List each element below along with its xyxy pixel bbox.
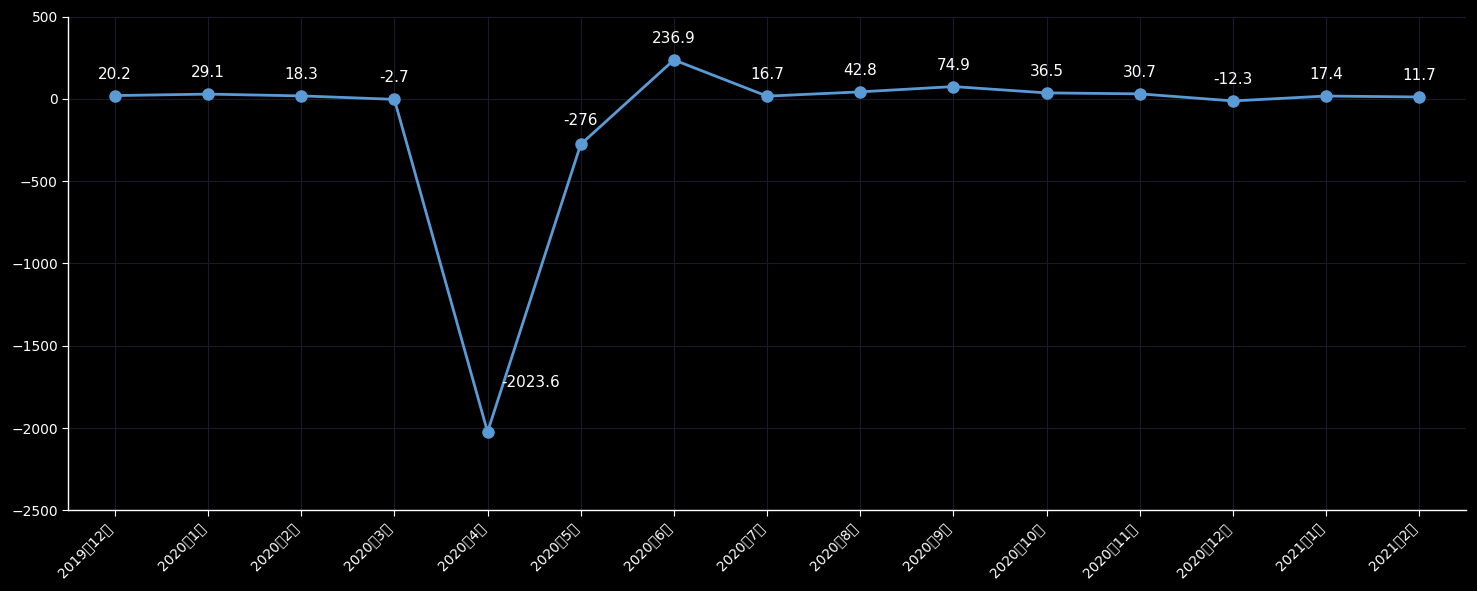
Text: 29.1: 29.1 xyxy=(191,65,225,80)
Point xyxy=(476,427,499,437)
Point xyxy=(662,55,685,64)
Text: -276: -276 xyxy=(564,113,598,128)
Text: 236.9: 236.9 xyxy=(651,31,696,46)
Point xyxy=(1128,89,1152,99)
Text: 42.8: 42.8 xyxy=(843,63,877,78)
Text: 30.7: 30.7 xyxy=(1123,65,1156,80)
Text: 20.2: 20.2 xyxy=(97,67,131,82)
Text: 74.9: 74.9 xyxy=(936,58,970,73)
Point xyxy=(755,92,778,101)
Text: 16.7: 16.7 xyxy=(750,67,784,82)
Text: -2023.6: -2023.6 xyxy=(502,375,560,390)
Text: 17.4: 17.4 xyxy=(1309,67,1343,82)
Point xyxy=(1221,96,1245,106)
Text: 11.7: 11.7 xyxy=(1403,68,1436,83)
Point xyxy=(848,87,871,96)
Text: -2.7: -2.7 xyxy=(380,70,409,86)
Point xyxy=(1035,88,1059,98)
Point xyxy=(383,95,406,104)
Text: 36.5: 36.5 xyxy=(1029,64,1063,79)
Text: -12.3: -12.3 xyxy=(1213,72,1252,87)
Point xyxy=(103,91,127,100)
Point xyxy=(1408,92,1431,102)
Point xyxy=(1315,91,1338,100)
Point xyxy=(196,89,220,99)
Point xyxy=(569,139,592,149)
Point xyxy=(289,91,313,100)
Text: 18.3: 18.3 xyxy=(284,67,318,82)
Point xyxy=(942,82,966,91)
